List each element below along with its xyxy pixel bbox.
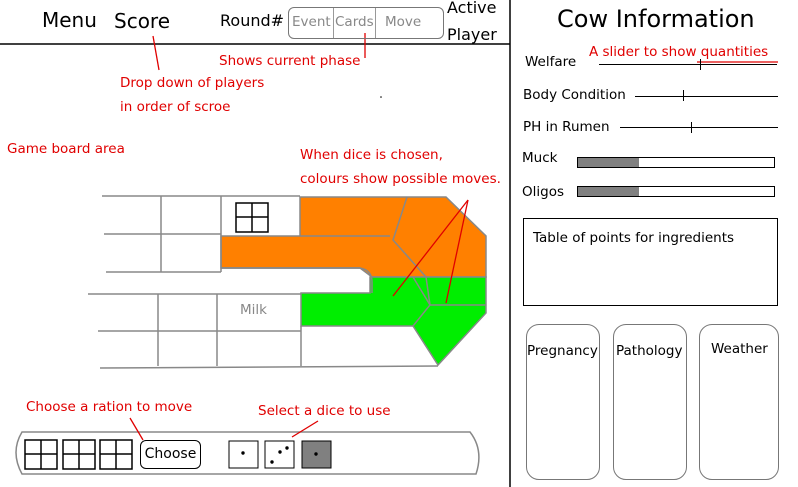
pregnancy-card[interactable]: Pregnancy bbox=[526, 324, 600, 480]
menu-button[interactable]: Menu bbox=[42, 8, 97, 32]
body-condition-slider-handle[interactable] bbox=[683, 90, 684, 101]
board-green-region bbox=[300, 276, 487, 367]
bottom-bar bbox=[15, 431, 480, 475]
board-grid-icon bbox=[235, 202, 269, 233]
phase-move: Move bbox=[385, 14, 422, 30]
round-label: Round# bbox=[220, 11, 285, 30]
panel-title: Cow Information bbox=[557, 5, 755, 33]
choose-button[interactable]: Choose bbox=[140, 440, 201, 469]
game-board bbox=[88, 195, 487, 369]
ration-cards bbox=[24, 439, 133, 470]
milk-cell-label: Milk bbox=[240, 302, 267, 318]
points-table: Table of points for ingredients bbox=[523, 218, 778, 306]
welfare-label: Welfare bbox=[525, 54, 577, 70]
annotation-slider: A slider to show quantities bbox=[589, 44, 769, 60]
ph-rumen-slider-handle[interactable] bbox=[691, 122, 692, 133]
phase-indicator: Event Cards Move bbox=[288, 7, 444, 39]
oligos-bar-fill bbox=[578, 187, 639, 196]
annotation-phase: Shows current phase bbox=[219, 53, 361, 69]
points-table-text: Table of points for ingredients bbox=[533, 230, 735, 246]
annotation-ration: Choose a ration to move bbox=[26, 399, 193, 415]
welfare-slider[interactable] bbox=[599, 64, 777, 65]
score-dropdown[interactable]: Score bbox=[114, 9, 171, 33]
annotation-dice-1: When dice is chosen, bbox=[300, 147, 443, 163]
pregnancy-card-label: Pregnancy bbox=[527, 343, 598, 359]
muck-bar bbox=[577, 157, 775, 168]
muck-bar-fill bbox=[578, 158, 639, 167]
annotation-dropdown-1: Drop down of players bbox=[120, 75, 265, 91]
ph-rumen-slider[interactable] bbox=[620, 127, 778, 128]
phase-event: Event bbox=[292, 14, 331, 30]
oligos-label: Oligos bbox=[522, 184, 564, 200]
active-player-label-1: Active bbox=[447, 0, 497, 17]
dice-group bbox=[228, 440, 332, 469]
weather-card-label: Weather bbox=[711, 341, 768, 357]
annotation-dropdown-2: in order of scroe bbox=[120, 99, 231, 115]
weather-card[interactable]: Weather bbox=[699, 324, 779, 480]
body-condition-label: Body Condition bbox=[523, 87, 626, 103]
pathology-card[interactable]: Pathology bbox=[613, 324, 687, 480]
ph-rumen-label: PH in Rumen bbox=[523, 119, 610, 135]
body-condition-slider[interactable] bbox=[635, 96, 778, 97]
phase-cards: Cards bbox=[335, 14, 374, 30]
annotation-select-dice: Select a dice to use bbox=[258, 403, 391, 419]
oligos-bar bbox=[577, 186, 775, 197]
welfare-slider-handle[interactable] bbox=[700, 59, 701, 70]
annotation-board: Game board area bbox=[7, 141, 125, 157]
muck-label: Muck bbox=[522, 150, 558, 166]
annotation-dice-2: colours show possible moves. bbox=[300, 171, 501, 187]
pathology-card-label: Pathology bbox=[616, 343, 683, 359]
active-player-label-2: Player bbox=[447, 25, 497, 44]
